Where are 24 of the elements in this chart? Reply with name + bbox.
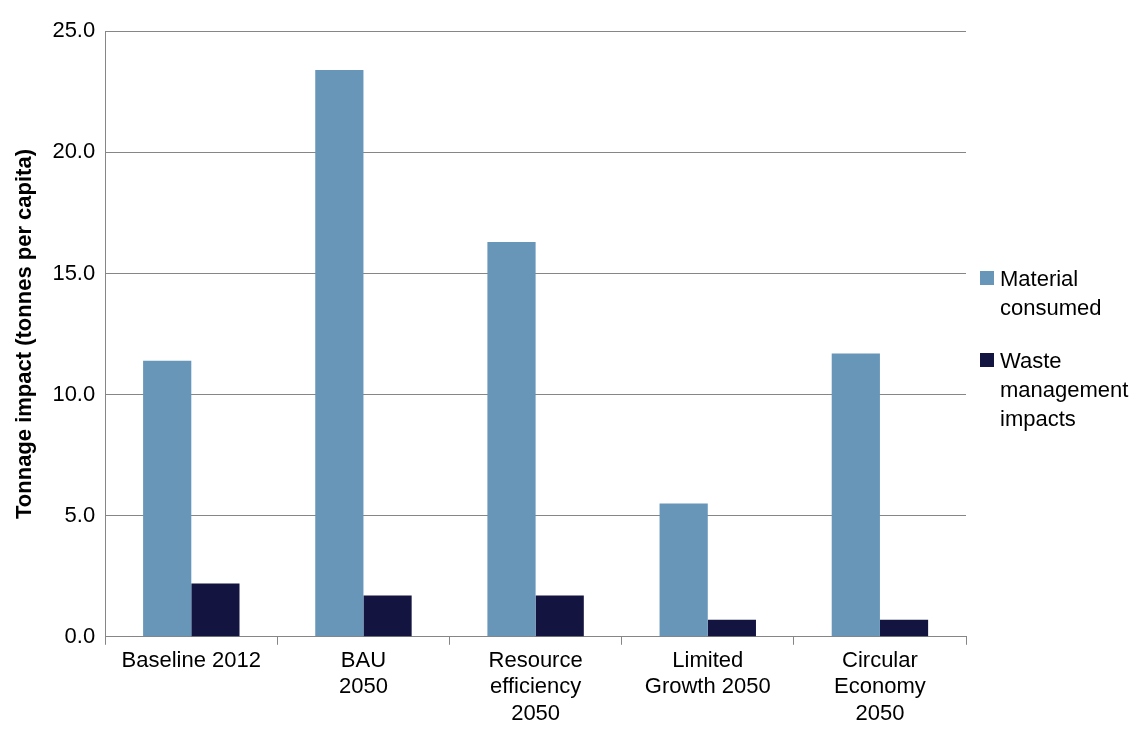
bar <box>191 583 240 637</box>
y-tick-label: 25.0 <box>52 17 96 43</box>
legend-label: Waste management impacts <box>1000 347 1130 433</box>
bar <box>707 619 756 637</box>
y-tick-label: 15.0 <box>52 259 96 285</box>
x-tick-label: BAU 2050 <box>338 647 388 699</box>
y-tick-label: 5.0 <box>64 501 96 527</box>
bar <box>535 595 584 637</box>
bar <box>879 619 929 637</box>
bar <box>315 69 364 637</box>
x-tick-label: Circular Economy 2050 <box>834 647 926 725</box>
bar <box>659 503 708 637</box>
y-axis-title: Tonnage impact (tonnes per capita) <box>11 149 37 519</box>
x-tick-label: Resource efficiency 2050 <box>488 647 583 725</box>
x-tick-label: Baseline 2012 <box>121 647 262 673</box>
x-tick-label: Limited Growth 2050 <box>644 647 771 699</box>
legend-label: Material consumed <box>1000 265 1103 322</box>
y-tick-label: 10.0 <box>52 380 96 406</box>
y-tick-label: 0.0 <box>64 622 96 648</box>
y-tick-label: 20.0 <box>52 138 96 164</box>
bar <box>487 241 536 637</box>
bar <box>831 353 880 637</box>
bar <box>363 595 412 637</box>
bar <box>143 360 192 637</box>
